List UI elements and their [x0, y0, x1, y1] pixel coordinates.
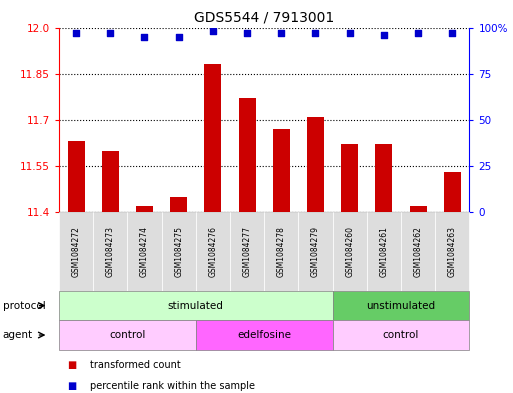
Text: transformed count: transformed count [90, 360, 181, 369]
Text: GSM1084275: GSM1084275 [174, 226, 183, 277]
Point [380, 32, 388, 38]
Text: stimulated: stimulated [168, 301, 224, 310]
Point [174, 33, 183, 40]
Bar [239, 98, 255, 212]
Bar [307, 117, 324, 212]
Point [448, 30, 457, 36]
Point [106, 30, 114, 36]
Text: ■: ■ [67, 360, 76, 369]
Bar [204, 64, 222, 212]
Text: GSM1084276: GSM1084276 [208, 226, 218, 277]
Point [311, 30, 320, 36]
Text: GSM1084272: GSM1084272 [72, 226, 81, 277]
Point [277, 30, 285, 36]
Bar [341, 145, 358, 212]
Bar [273, 129, 290, 212]
Bar [136, 206, 153, 212]
Text: edelfosine: edelfosine [237, 330, 291, 340]
Text: control: control [109, 330, 146, 340]
Title: GDS5544 / 7913001: GDS5544 / 7913001 [194, 11, 334, 25]
Text: GSM1084261: GSM1084261 [380, 226, 388, 277]
Point [209, 28, 217, 34]
Text: percentile rank within the sample: percentile rank within the sample [90, 381, 255, 391]
Text: GSM1084263: GSM1084263 [448, 226, 457, 277]
Bar [68, 141, 85, 212]
Point [346, 30, 354, 36]
Text: unstimulated: unstimulated [366, 301, 436, 310]
Text: GSM1084262: GSM1084262 [413, 226, 423, 277]
Bar [376, 145, 392, 212]
Text: protocol: protocol [3, 301, 45, 310]
Text: ■: ■ [67, 381, 76, 391]
Point [243, 30, 251, 36]
Point [72, 30, 80, 36]
Bar [170, 197, 187, 212]
Text: GSM1084278: GSM1084278 [277, 226, 286, 277]
Text: GSM1084260: GSM1084260 [345, 226, 354, 277]
Text: GSM1084274: GSM1084274 [140, 226, 149, 277]
Bar [102, 151, 119, 212]
Bar [444, 172, 461, 212]
Point [141, 33, 149, 40]
Point [414, 30, 422, 36]
Text: control: control [383, 330, 419, 340]
Text: GSM1084273: GSM1084273 [106, 226, 115, 277]
Text: agent: agent [3, 330, 33, 340]
Text: GSM1084279: GSM1084279 [311, 226, 320, 277]
Text: GSM1084277: GSM1084277 [243, 226, 251, 277]
Bar [409, 206, 427, 212]
